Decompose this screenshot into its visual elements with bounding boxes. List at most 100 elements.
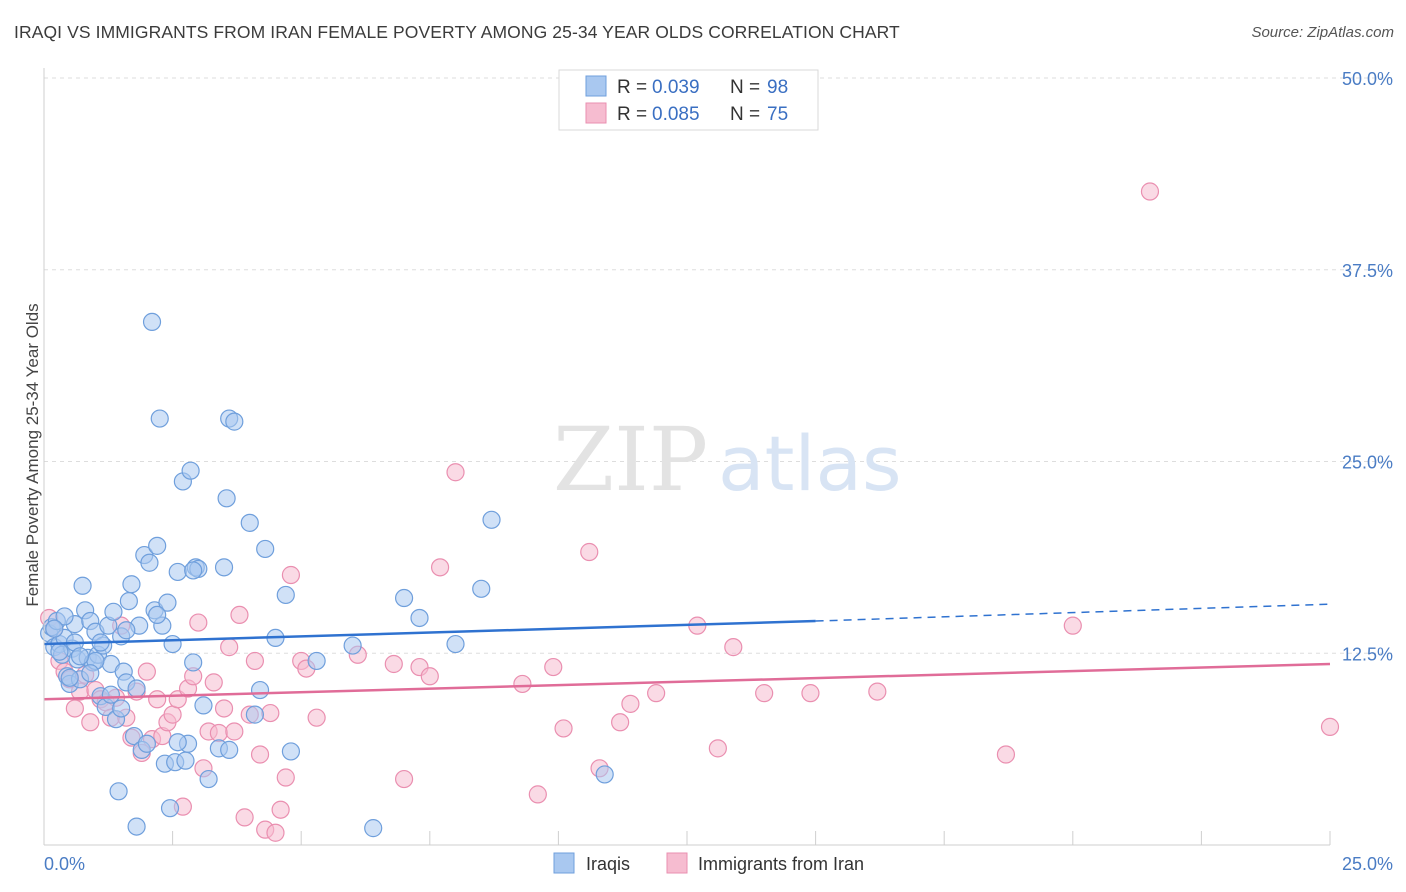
iraqis-point	[163, 634, 182, 654]
iran-point	[148, 690, 167, 709]
iran-point	[394, 769, 414, 789]
iraqis-point	[595, 765, 614, 784]
iran-point	[755, 684, 774, 703]
legend-n-value-1: 98	[767, 77, 788, 98]
bottom-legend-label-iran: Immigrants from Iran	[698, 854, 864, 874]
iran-point	[220, 638, 239, 657]
iran-point	[189, 613, 208, 632]
iraqis-point	[160, 799, 180, 818]
legend-r-value-2: 0.085	[652, 104, 700, 125]
iraqis-point	[245, 705, 265, 724]
y-tick-label: 50.0%	[1342, 69, 1393, 89]
iraqis-point	[117, 621, 136, 640]
iran-point	[446, 463, 465, 482]
iran-point	[214, 699, 234, 718]
iraqis-point	[168, 562, 187, 582]
iran-point	[724, 638, 743, 657]
legend: R = 0.039 N = 98 R = 0.085 N = 75	[558, 69, 819, 131]
axes	[43, 68, 1331, 846]
iran-point	[868, 682, 887, 701]
iraqis-point	[168, 733, 187, 752]
iran-point	[204, 673, 223, 692]
iraqis-point	[281, 742, 301, 761]
iraqis-point	[225, 412, 244, 431]
iraqis-point	[137, 734, 156, 753]
iraqis-point	[410, 608, 429, 628]
iran-point	[250, 745, 270, 764]
iran-point	[245, 651, 265, 671]
iran-point	[554, 719, 573, 738]
series-iraqis-points	[40, 312, 614, 838]
iran-point	[307, 708, 326, 727]
iraqis-trend-line	[43, 619, 816, 646]
trend-lines	[43, 603, 1331, 701]
iran-point	[261, 703, 280, 723]
iran-point	[163, 705, 182, 724]
iraqis-point	[446, 634, 465, 654]
iran-point	[384, 654, 403, 674]
iraqis-point	[482, 510, 501, 529]
legend-swatch-iraqis	[585, 75, 607, 97]
iran-point	[513, 674, 532, 694]
bottom-legend-swatch-iraqis	[553, 852, 575, 874]
x-tick-label: 0.0%	[44, 854, 85, 874]
iraqis-point	[70, 647, 90, 666]
y-tick-label: 37.5%	[1342, 261, 1393, 281]
iraqis-point	[276, 585, 295, 605]
iraqis-point	[394, 588, 414, 608]
iraqis-point	[199, 769, 218, 789]
iraqis-point	[127, 817, 146, 836]
grid-lines	[44, 77, 1392, 654]
iran-point	[137, 662, 156, 681]
iraqis-point	[127, 679, 146, 698]
y-tick-label: 25.0%	[1342, 453, 1393, 473]
iran-point	[708, 739, 727, 758]
x-tick-labels: 0.0% 25.0%	[44, 854, 1393, 874]
iraqis-point	[176, 751, 195, 770]
iraqis-point	[150, 409, 169, 428]
iraqis-point	[307, 651, 326, 671]
legend-r-value-1: 0.039	[652, 77, 700, 98]
iraqis-point	[240, 513, 259, 532]
iran-point	[276, 768, 295, 787]
iraqis-point	[250, 680, 270, 700]
iran-point	[1140, 182, 1160, 201]
iran-point	[65, 699, 84, 718]
iran-point	[580, 542, 599, 562]
iran-point	[420, 667, 439, 686]
iraqis-point	[184, 561, 203, 580]
iran-point	[996, 745, 1016, 764]
iran-trend-line	[43, 662, 1331, 701]
iraqis-point	[194, 696, 213, 715]
iran-point	[647, 684, 666, 703]
iraqis-point	[220, 740, 239, 759]
legend-swatch-iran	[585, 102, 607, 124]
iran-point	[611, 713, 630, 732]
iran-point	[1063, 616, 1082, 635]
iraqis-point	[148, 605, 167, 625]
bottom-legend: Iraqis Immigrants from Iran	[553, 852, 864, 874]
iran-point	[281, 565, 301, 585]
iran-point	[621, 694, 640, 713]
series-immigrants-from-iran-points	[40, 182, 1340, 842]
iran-point	[230, 605, 249, 625]
iraqis-point	[256, 539, 275, 559]
iran-point	[235, 808, 254, 827]
iran-point	[1320, 717, 1340, 736]
iran-point	[81, 713, 100, 732]
legend-n-value-2: 75	[767, 104, 788, 125]
y-axis-label: Female Poverty Among 25-34 Year Olds	[23, 303, 42, 606]
iran-point	[801, 684, 820, 703]
chart-title: IRAQI VS IMMIGRANTS FROM IRAN FEMALE POV…	[14, 22, 900, 42]
iran-point	[271, 800, 290, 819]
watermark-atlas: atlas	[718, 419, 902, 508]
iraqis-point	[60, 668, 79, 687]
iraqis-point	[181, 461, 200, 480]
iraqis-point	[343, 636, 362, 655]
iraqis-point	[81, 664, 100, 683]
iraqis-point	[158, 593, 177, 612]
iran-point	[209, 723, 228, 743]
y-tick-label: 12.5%	[1342, 644, 1393, 664]
iraqis-point	[55, 607, 74, 626]
